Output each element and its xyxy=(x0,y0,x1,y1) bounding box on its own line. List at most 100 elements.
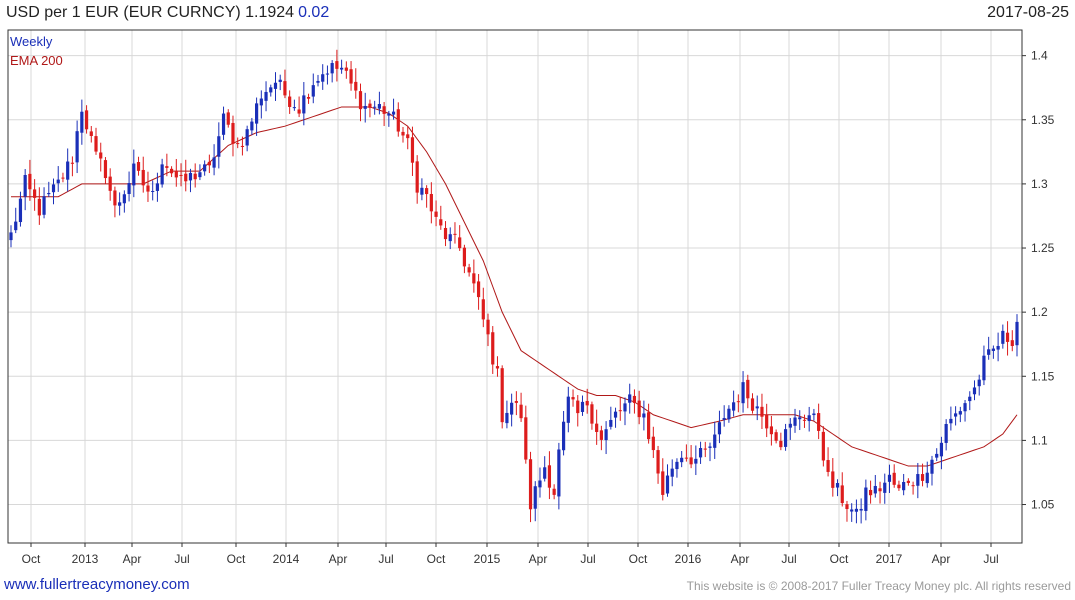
candle-body xyxy=(859,508,863,511)
candle-body xyxy=(873,485,877,494)
chart-date: 2017-08-25 xyxy=(987,4,1069,21)
candle-body xyxy=(155,183,160,191)
candle-body xyxy=(198,172,202,178)
candle-body xyxy=(415,161,419,193)
candle-body xyxy=(217,136,221,157)
candle-body xyxy=(628,394,632,403)
candle-body xyxy=(850,509,854,512)
candle-body xyxy=(991,348,995,351)
candle-body xyxy=(651,436,655,451)
x-tick-label: Oct xyxy=(830,552,849,566)
candle-body xyxy=(684,457,688,459)
candle-body xyxy=(1015,321,1019,346)
candle-body xyxy=(165,166,169,168)
candle-body xyxy=(453,233,457,235)
candle-body xyxy=(221,113,226,135)
x-tick-label: 2016 xyxy=(675,552,702,566)
x-tick-label: 2017 xyxy=(876,552,903,566)
x-tick-label: 2015 xyxy=(474,552,501,566)
candle-body xyxy=(642,413,646,418)
candle-body xyxy=(113,190,117,206)
candle-body xyxy=(439,219,443,226)
candle-body xyxy=(51,184,56,193)
candle-body xyxy=(458,237,462,249)
candle-body xyxy=(99,152,103,159)
candle-body xyxy=(632,395,637,403)
axis-layer: 1.05 1.1 1.15 1.2 1.25 1.3 1.35 1.4 Oct 2013 Apr Ju… xyxy=(7,29,1055,566)
candle-body xyxy=(118,202,122,206)
candle-body xyxy=(750,398,755,411)
candle-body xyxy=(335,61,339,69)
candle-body xyxy=(401,131,405,136)
candle-body xyxy=(226,112,230,125)
candle-body xyxy=(132,163,136,186)
candle-body xyxy=(561,421,566,451)
candle-body xyxy=(599,430,603,440)
candle-body xyxy=(368,103,372,108)
candle-body xyxy=(609,419,613,427)
candle-body xyxy=(330,63,334,74)
candle-body xyxy=(66,161,70,180)
candle-body xyxy=(443,227,448,240)
candle-body xyxy=(769,426,773,435)
candle-body xyxy=(103,160,108,179)
candle-body xyxy=(467,267,471,273)
chart-change-value: 0.02 xyxy=(298,4,330,21)
x-tick-label: Oct xyxy=(629,552,648,566)
grid-layer xyxy=(8,30,1022,543)
candle-body xyxy=(14,221,18,231)
candle-body xyxy=(590,404,594,424)
candle-body xyxy=(306,97,311,99)
candle-body xyxy=(807,415,811,422)
candle-body xyxy=(661,471,665,495)
candle-body xyxy=(736,401,740,403)
candle-body xyxy=(665,475,670,494)
candle-body xyxy=(788,423,792,428)
candle-body xyxy=(944,424,948,443)
candle-body xyxy=(1005,332,1010,342)
candle-body xyxy=(321,74,325,82)
x-tick-label: Apr xyxy=(731,552,750,566)
candle-body xyxy=(127,183,131,195)
candle-body xyxy=(80,111,84,133)
candle-body xyxy=(543,467,547,479)
candle-body xyxy=(373,106,377,108)
candle-body xyxy=(344,67,348,71)
candle-body xyxy=(146,185,150,192)
candle-body xyxy=(713,434,717,448)
candle-body xyxy=(854,508,859,512)
candle-body xyxy=(987,349,991,355)
footer-site-link[interactable]: www.fullertreacymoney.com xyxy=(4,576,190,593)
candle-body xyxy=(703,448,707,450)
candle-body xyxy=(897,484,901,489)
chart-title-text: USD per 1 EUR (EUR CURNCY) 1.1924 xyxy=(6,4,295,21)
candle-body xyxy=(595,423,599,432)
y-tick-label: 1.15 xyxy=(1031,369,1055,383)
candle-body xyxy=(33,189,37,198)
title-row: USD per 1 EUR (EUR CURNCY) 1.1924 0.02 20… xyxy=(0,0,1075,30)
candle-body xyxy=(637,400,641,418)
candle-body xyxy=(802,419,807,421)
candle-body xyxy=(774,432,778,441)
candle-body xyxy=(203,164,207,172)
candle-body xyxy=(576,400,580,414)
candle-body xyxy=(377,104,381,109)
candle-body xyxy=(954,413,958,417)
candle-body xyxy=(892,472,896,485)
candle-body xyxy=(250,121,254,131)
candle-body xyxy=(864,487,868,511)
candle-body xyxy=(831,471,835,488)
candle-body xyxy=(505,412,509,424)
candle-body xyxy=(207,161,211,166)
candle-body xyxy=(340,67,344,70)
candle-body xyxy=(94,136,98,152)
x-tick-label: Oct xyxy=(22,552,41,566)
candle-body xyxy=(920,474,925,481)
candle-body xyxy=(231,122,235,144)
candle-body xyxy=(358,91,363,110)
candle-body xyxy=(410,137,415,163)
candle-body xyxy=(571,397,575,400)
candle-body xyxy=(765,414,769,429)
chart-legend: Weekly EMA 200 xyxy=(10,32,63,70)
candle-body xyxy=(793,417,797,426)
